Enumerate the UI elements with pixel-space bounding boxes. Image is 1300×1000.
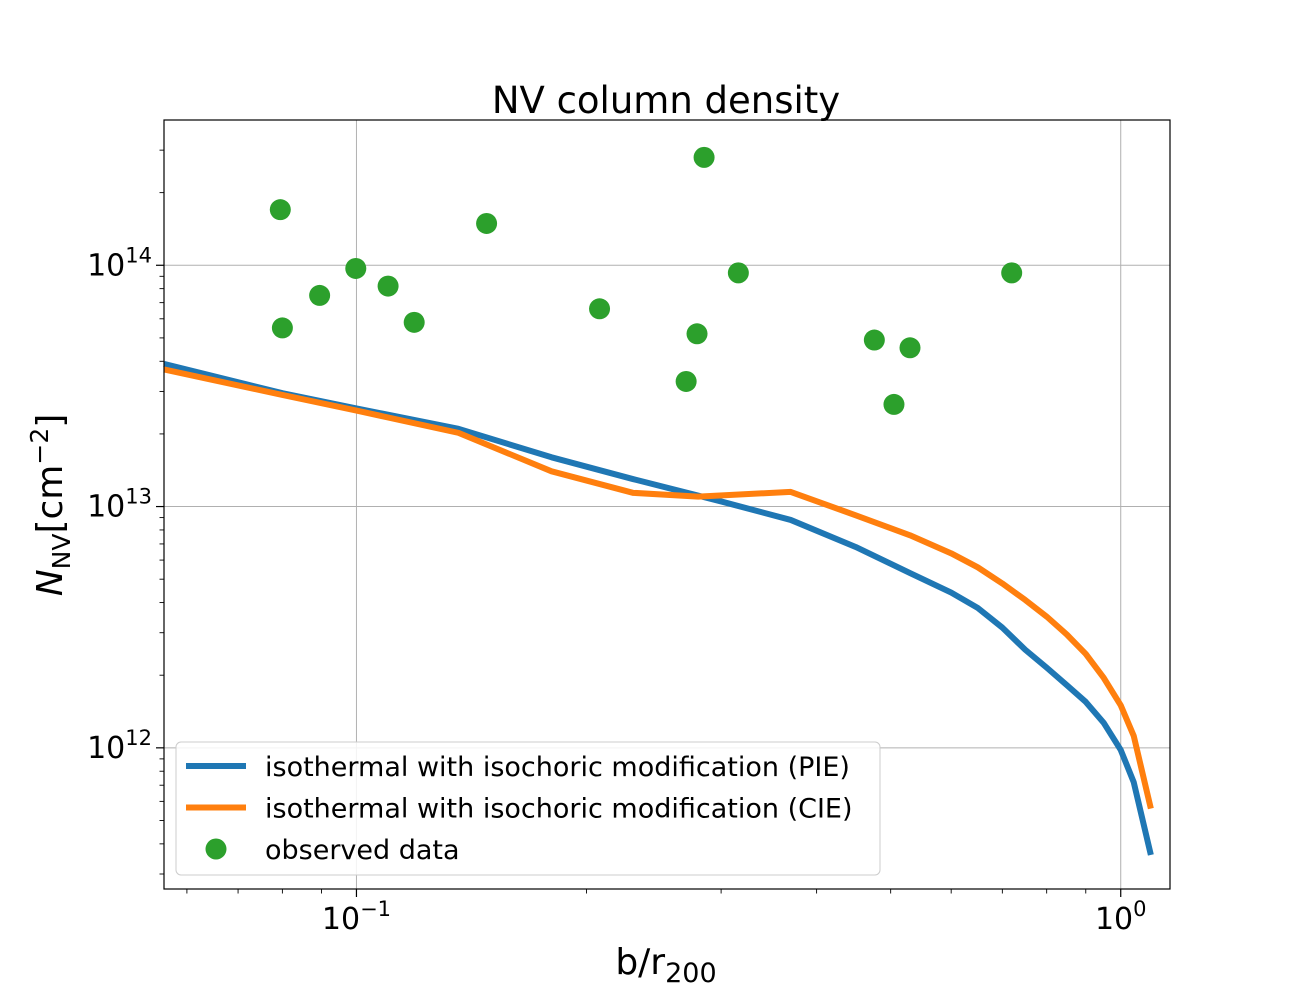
observed-data-point — [269, 199, 291, 221]
observed-data-point — [309, 284, 331, 306]
observed-data-point — [403, 311, 425, 333]
legend-label: isothermal with isochoric modification (… — [265, 752, 850, 783]
observed-data-point — [899, 337, 921, 359]
y-axis-label-unit-close: ] — [30, 414, 71, 428]
observed-data-point — [377, 275, 399, 297]
axes-layer — [156, 119, 1171, 897]
series-line-0 — [163, 361, 1154, 856]
legend-box — [175, 741, 881, 876]
series-line-1 — [163, 366, 1154, 810]
legend-label: isothermal with isochoric modification (… — [265, 794, 853, 825]
observed-data-point — [476, 212, 498, 234]
chart-title: NV column density — [492, 79, 840, 122]
observed-data-point — [675, 370, 697, 392]
observed-data-point — [686, 323, 708, 345]
legend-swatch-marker — [205, 838, 227, 860]
y-tick-label: 1012 — [87, 726, 152, 766]
observed-data-point — [693, 146, 715, 168]
observed-data-point — [345, 257, 367, 279]
observed-data-point — [271, 317, 293, 339]
x-axis-label-main: b/r — [615, 942, 665, 983]
plot-frame — [163, 119, 1171, 890]
legend: isothermal with isochoric modification (… — [175, 741, 881, 876]
y-axis-label-unit-open: [cm — [30, 465, 71, 534]
x-tick-label: 100 — [1095, 897, 1147, 937]
x-axis-label-sub: 200 — [665, 958, 717, 989]
observed-data-point — [863, 329, 885, 351]
y-axis-label: NNV[cm−2] — [25, 414, 76, 597]
tick-labels: 10−1 100 1012 1013 1014 — [87, 243, 1146, 937]
observed-data-point — [1001, 262, 1023, 284]
observed-data-point — [727, 262, 749, 284]
y-tick-label: 1014 — [87, 243, 152, 283]
legend-label: observed data — [265, 835, 460, 866]
y-axis-label-unit-sup: −2 — [25, 428, 54, 465]
x-tick-label: 10−1 — [322, 897, 391, 937]
observed-data-point — [883, 393, 905, 415]
x-axis-label: b/r200 — [615, 942, 716, 989]
y-tick-label: 1013 — [87, 485, 152, 525]
y-axis-label-sub: NV — [47, 534, 76, 570]
observed-data-point — [589, 298, 611, 320]
y-axis-label-main: N — [30, 569, 71, 596]
series-layer — [163, 146, 1154, 856]
